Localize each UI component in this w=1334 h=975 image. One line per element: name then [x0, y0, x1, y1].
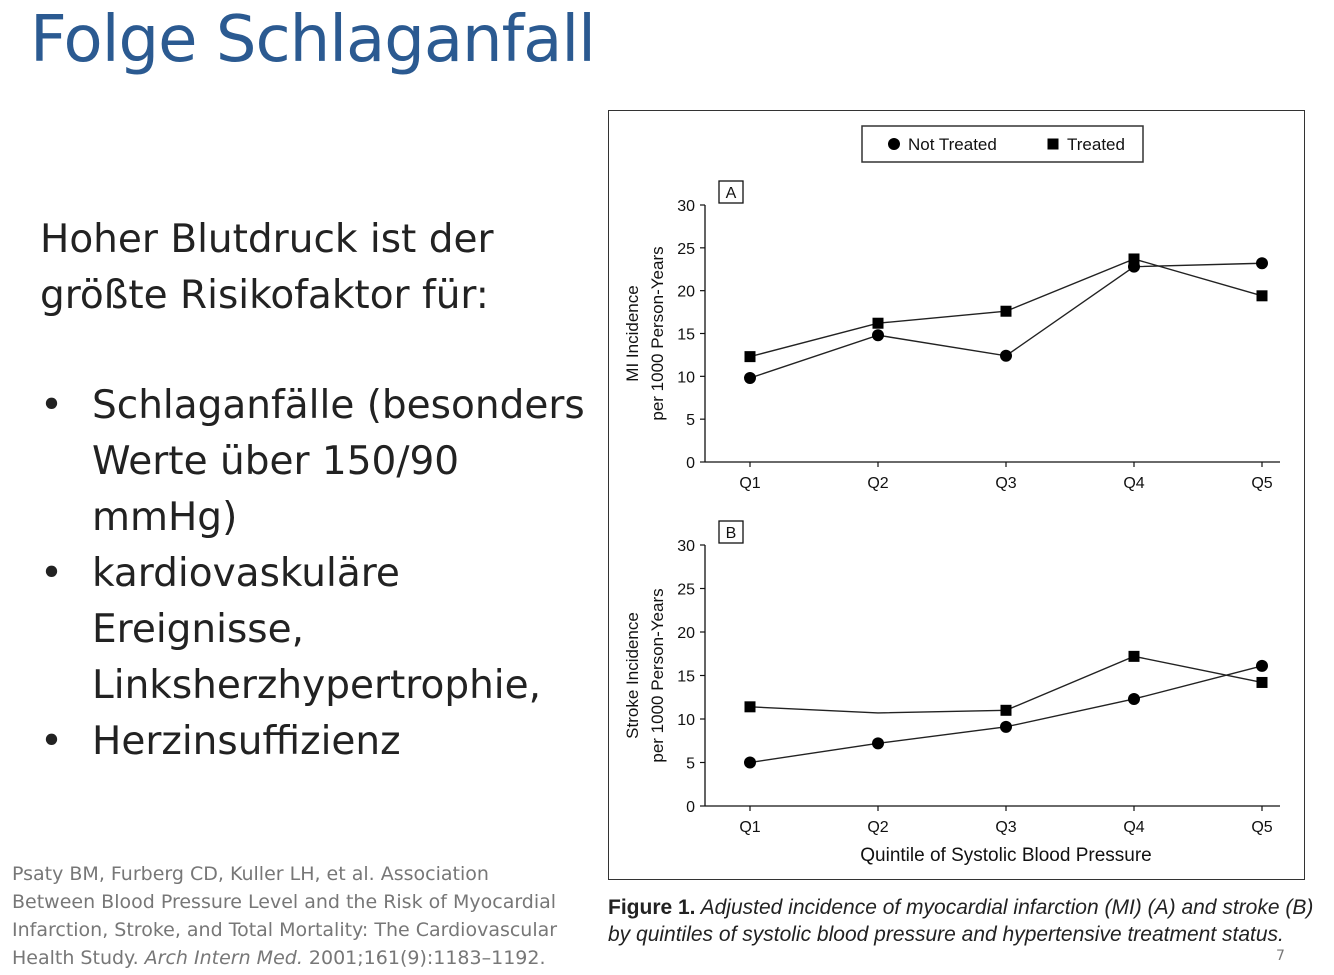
bullet-item-heart-failure: • Herzinsuffizienz: [40, 714, 600, 770]
data-point-circle: [744, 756, 756, 769]
panel-label: A: [726, 185, 737, 202]
data-point-circle: [1128, 692, 1140, 705]
x-tick-label: Q1: [739, 475, 760, 492]
bullet-item-stroke: • Schlaganfälle (besonders Werte über 15…: [40, 378, 600, 546]
legend-marker-circle: [888, 138, 900, 150]
bullet-line: Schlaganfälle (besonders: [92, 383, 585, 428]
y-tick-label: 20: [677, 625, 695, 642]
figure-frame: [608, 110, 1305, 880]
x-tick-label: Q2: [867, 475, 888, 492]
data-point-square: [872, 317, 884, 329]
data-point-square: [1256, 290, 1268, 302]
series-line-square: [749, 655, 1263, 714]
y-tick-label: 25: [677, 582, 695, 599]
figure-caption: Figure 1. Adjusted incidence of myocardi…: [608, 894, 1318, 948]
panel-label-box: [718, 520, 744, 544]
x-tick-label: Q4: [1123, 475, 1144, 492]
x-tick-label: Q5: [1251, 819, 1272, 836]
data-point-square: [1000, 305, 1012, 317]
intro-text: Hoher Blutdruck ist der größte Risikofak…: [40, 212, 580, 324]
citation: Psaty BM, Furberg CD, Kuller LH, et al. …: [12, 860, 572, 972]
bullet-line: Ereignisse,: [92, 607, 304, 652]
x-tick-label: Q3: [995, 819, 1016, 836]
x-tick-label: Q1: [739, 819, 760, 836]
bullet-line: kardiovaskuläre: [92, 551, 400, 596]
y-tick-label: 15: [677, 669, 695, 686]
intro-line-2: größte Risikofaktor für:: [40, 273, 489, 318]
y-axis-label: per 1000 Person-Years: [648, 588, 667, 762]
legend-box: [861, 125, 1144, 163]
y-tick-label: 20: [677, 284, 695, 301]
x-tick-label: Q5: [1251, 475, 1272, 492]
citation-journal: Arch Intern Med.: [144, 947, 303, 969]
citation-volume: 2001;161(9):1183–1192.: [308, 947, 546, 969]
data-point-square: [1128, 650, 1140, 662]
bullet-dot: •: [40, 383, 64, 428]
y-tick-label: 5: [686, 412, 695, 429]
bullet-dot: •: [40, 719, 64, 764]
data-point-circle: [1000, 349, 1012, 362]
y-tick-label: 15: [677, 327, 695, 344]
data-point-circle: [1256, 659, 1268, 672]
bullet-line: Herzinsuffizienz: [92, 719, 401, 764]
data-point-circle: [1000, 720, 1012, 733]
y-tick-label: 10: [677, 712, 695, 729]
data-point-square: [744, 701, 756, 713]
legend-label: Treated: [1067, 135, 1125, 154]
y-axis-label: Stroke Incidence: [623, 612, 642, 739]
bullet-dot: •: [40, 551, 64, 596]
x-tick-label: Q2: [867, 819, 888, 836]
data-point-square: [1000, 704, 1012, 716]
risk-bullet-list: • Schlaganfälle (besonders Werte über 15…: [40, 378, 600, 770]
y-tick-label: 30: [677, 198, 695, 215]
y-tick-label: 0: [686, 455, 695, 472]
panel-label: B: [726, 525, 737, 542]
legend-label: Not Treated: [908, 135, 997, 154]
caption-text: Adjusted incidence of myocardial infarct…: [608, 896, 1314, 946]
bullet-item-cardiovascular: • kardiovaskuläre Ereignisse, Linksherzh…: [40, 546, 600, 714]
data-point-square: [1128, 253, 1140, 265]
slide-title: Folge Schlaganfall: [30, 3, 596, 77]
data-point-circle: [744, 372, 756, 385]
y-tick-label: 25: [677, 241, 695, 258]
data-point-circle: [872, 329, 884, 342]
panel-label-box: [718, 180, 744, 204]
bullet-line: mmHg): [92, 495, 238, 540]
y-tick-label: 10: [677, 369, 695, 386]
data-point-square: [744, 351, 756, 363]
data-point-square: [1256, 676, 1268, 688]
citation-authors-title: Psaty BM, Furberg CD, Kuller LH, et al. …: [12, 863, 558, 969]
caption-label: Figure 1.: [608, 896, 696, 919]
intro-line-1: Hoher Blutdruck ist der: [40, 217, 494, 262]
data-point-circle: [1256, 257, 1268, 270]
x-tick-label: Q4: [1123, 819, 1144, 836]
x-axis-label: Quintile of Systolic Blood Pressure: [860, 845, 1151, 866]
y-tick-label: 5: [686, 756, 695, 773]
y-tick-label: 30: [677, 538, 695, 555]
x-tick-label: Q3: [995, 475, 1016, 492]
page-number: 7: [1276, 948, 1285, 964]
y-axis-label: per 1000 Person-Years: [648, 246, 667, 420]
data-point-circle: [872, 737, 884, 750]
y-axis-label: MI Incidence: [623, 285, 642, 381]
bullet-line: Linksherzhypertrophie,: [92, 663, 542, 708]
y-tick-label: 0: [686, 799, 695, 816]
legend-marker-square: [1047, 138, 1059, 150]
bullet-line: Werte über 150/90: [92, 439, 460, 484]
